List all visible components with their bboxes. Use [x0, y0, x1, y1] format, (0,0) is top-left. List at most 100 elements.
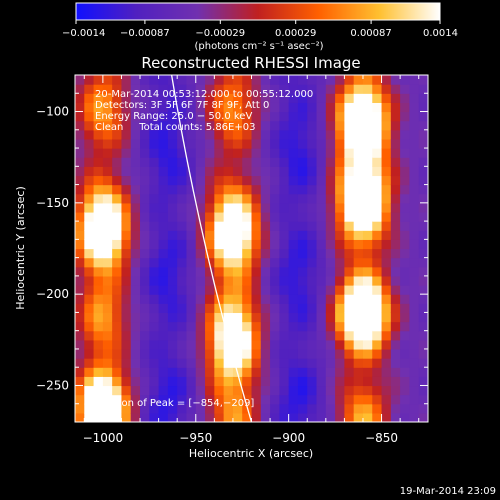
heatmap-cell — [112, 75, 123, 85]
heatmap-cell — [205, 285, 215, 295]
heatmap-cell — [130, 312, 141, 323]
heatmap-cell — [325, 312, 336, 323]
heatmap-cell — [260, 184, 271, 195]
heatmap-cell — [288, 275, 299, 286]
heatmap-cell — [140, 367, 150, 377]
heatmap-cell — [140, 294, 150, 304]
heatmap-cell — [205, 175, 215, 186]
heatmap-cell — [418, 257, 428, 268]
heatmap-cell — [381, 230, 392, 240]
heatmap-cell — [390, 84, 401, 94]
heatmap-cell — [167, 394, 178, 405]
heatmap-cell — [158, 394, 169, 405]
heatmap-cell — [177, 348, 188, 359]
heatmap-cell — [270, 75, 280, 85]
heatmap-cell — [270, 275, 280, 286]
heatmap-cell — [232, 175, 243, 186]
heatmap-cell — [195, 84, 206, 94]
heatmap-cell — [205, 111, 215, 122]
heatmap-cell — [177, 275, 188, 286]
heatmap-cell — [353, 211, 364, 222]
heatmap-cell — [112, 202, 123, 213]
heatmap-cell — [84, 230, 95, 240]
heatmap-cell — [205, 266, 215, 277]
heatmap-cell — [121, 157, 132, 167]
heatmap-cell — [381, 148, 392, 158]
heatmap-cell — [288, 321, 299, 332]
heatmap-cell — [251, 303, 262, 314]
heatmap-cell — [316, 321, 327, 332]
heatmap-cell — [325, 138, 336, 149]
heatmap-cell — [325, 348, 336, 359]
heatmap-cell — [140, 75, 150, 85]
heatmap-cell — [186, 385, 197, 396]
heatmap-cell — [297, 193, 308, 204]
heatmap-cell — [390, 339, 401, 350]
heatmap-cell — [205, 412, 215, 422]
heatmap-cell — [344, 84, 355, 94]
heatmap-cell — [335, 275, 345, 286]
heatmap-cell — [102, 102, 113, 113]
heatmap-cell — [232, 330, 243, 341]
heatmap-cell — [270, 403, 280, 414]
heatmap-cell — [93, 138, 104, 149]
heatmap-cell — [418, 129, 428, 140]
heatmap-cell — [251, 157, 262, 167]
heatmap-cell — [316, 75, 327, 85]
heatmap-cell — [279, 221, 290, 231]
heatmap-cell — [279, 257, 290, 268]
heatmap-cell — [121, 367, 132, 377]
heatmap-cell — [390, 138, 401, 149]
heatmap-cell — [93, 102, 104, 113]
heatmap-cell — [186, 266, 197, 277]
heatmap-cell — [205, 367, 215, 377]
heatmap-cell — [400, 75, 411, 85]
heatmap-cell — [140, 248, 150, 259]
heatmap-cell — [316, 93, 327, 103]
heatmap-cell — [418, 294, 428, 304]
heatmap-cell — [75, 303, 85, 314]
heatmap-cell — [381, 84, 392, 94]
heatmap-cell — [130, 138, 141, 149]
heatmap-cell — [307, 75, 318, 85]
heatmap-cell — [381, 358, 392, 368]
heatmap-cell — [158, 412, 169, 422]
heatmap-cell — [93, 175, 104, 186]
heatmap-cell — [112, 330, 123, 341]
heatmap-cell — [316, 385, 327, 396]
heatmap-cell — [335, 376, 345, 387]
heatmap-cell — [195, 321, 206, 332]
heatmap-cell — [93, 75, 104, 85]
heatmap-cell — [372, 385, 383, 396]
heatmap-cell — [353, 75, 364, 85]
heatmap-cell — [186, 211, 197, 222]
heatmap-cell — [149, 166, 160, 177]
x-axis: −1000 −950 −900 −850 — [83, 75, 420, 445]
heatmap-cell — [353, 202, 364, 213]
heatmap-cell — [409, 75, 420, 85]
heatmap-cell — [140, 266, 150, 277]
heatmap-cell — [149, 138, 160, 149]
heatmap-cell — [84, 358, 95, 368]
heatmap-cell — [260, 102, 271, 113]
heatmap-cell — [242, 394, 253, 405]
heatmap-cell — [251, 257, 262, 268]
heatmap-cell — [167, 339, 178, 350]
heatmap-cell — [75, 129, 85, 140]
heatmap-cell — [251, 166, 262, 177]
heatmap-cell — [390, 412, 401, 422]
heatmap-cell — [112, 102, 123, 113]
heatmap-cell — [372, 367, 383, 377]
heatmap-cell — [177, 102, 188, 113]
heatmap-cell — [288, 148, 299, 158]
heatmap-cell — [186, 239, 197, 250]
heatmap-cell — [400, 394, 411, 405]
heatmap-cell — [353, 120, 364, 131]
colorbar — [75, 2, 441, 21]
heatmap-cell — [381, 138, 392, 149]
heatmap-cell — [390, 239, 401, 250]
heatmap-cell — [205, 303, 215, 314]
heatmap-cell — [270, 339, 280, 350]
heatmap-cell — [242, 120, 253, 131]
heatmap-cell — [112, 348, 123, 359]
